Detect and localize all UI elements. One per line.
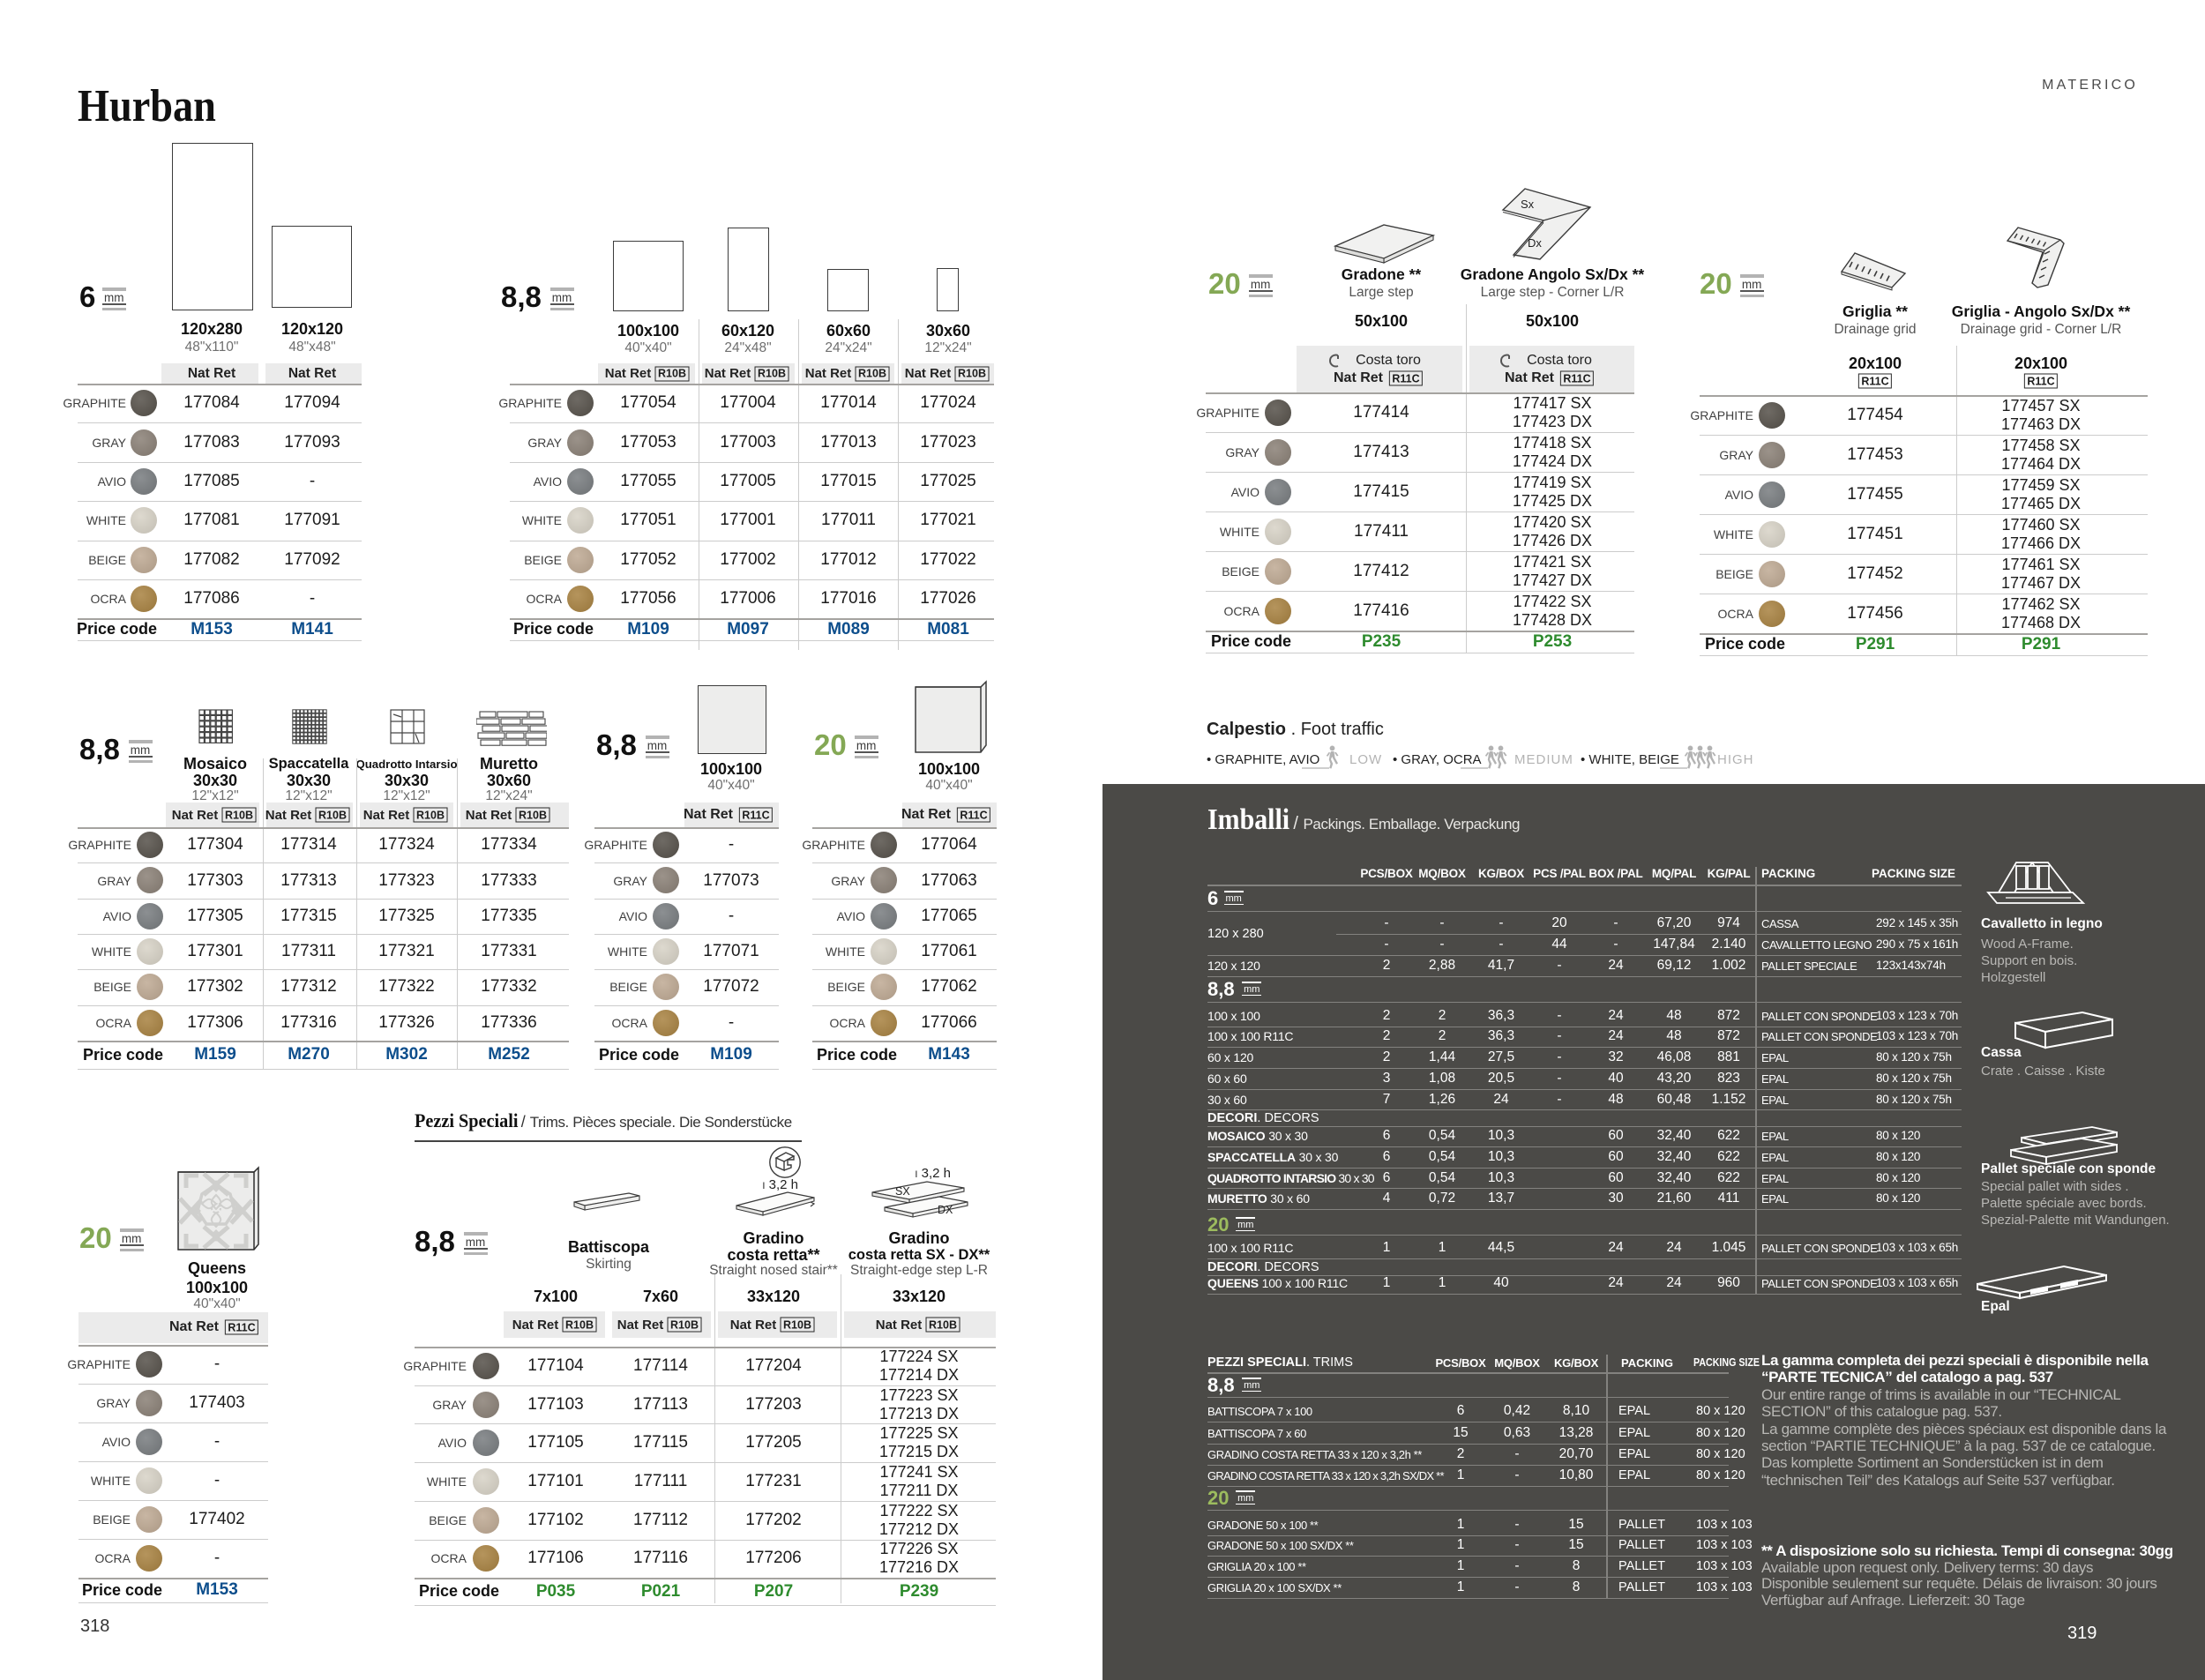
svg-text:Sx: Sx xyxy=(1521,198,1535,211)
svg-text:DX: DX xyxy=(938,1204,953,1216)
svg-text:Dx: Dx xyxy=(1528,236,1542,250)
svg-text:SX: SX xyxy=(895,1185,910,1198)
